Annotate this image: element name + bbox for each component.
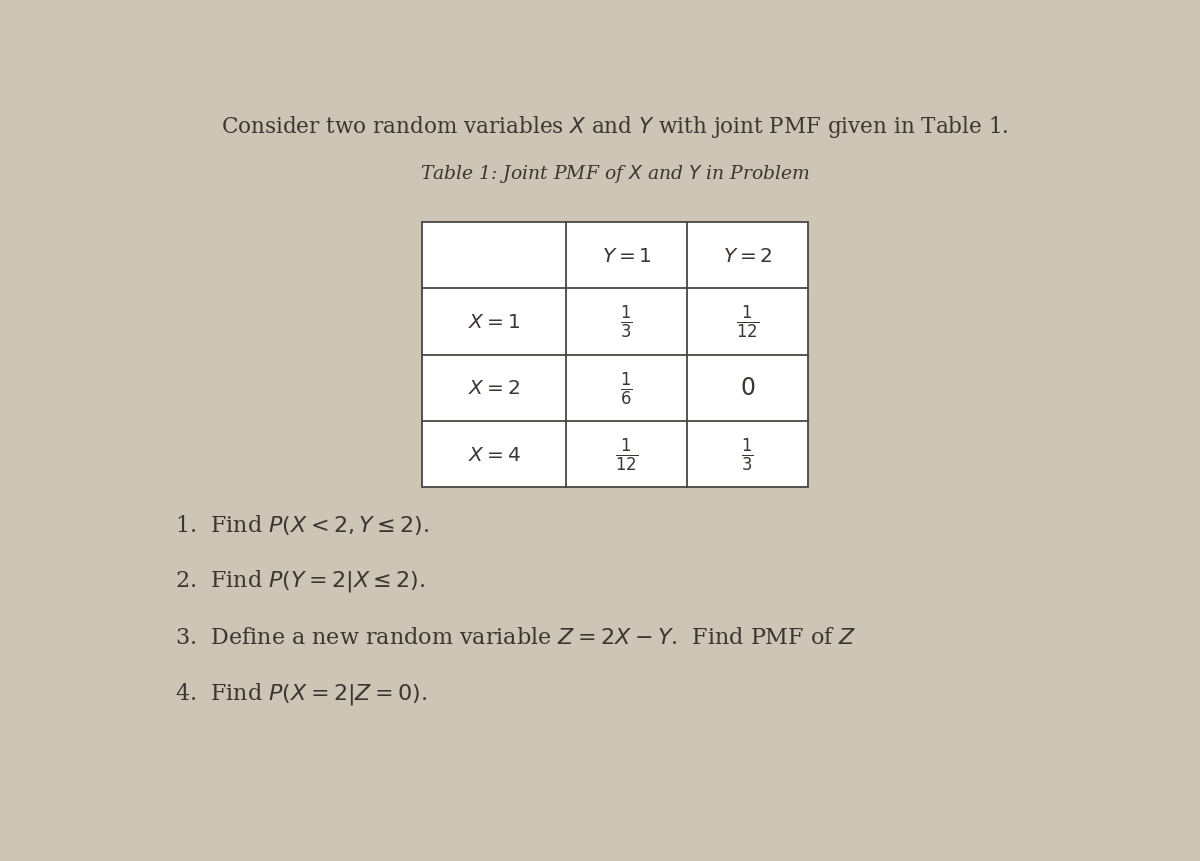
Text: $\frac{1}{12}$: $\frac{1}{12}$ (616, 436, 638, 474)
Text: 3.  Define a new random variable $Z = 2X - Y$.  Find PMF of $Z$: 3. Define a new random variable $Z = 2X … (175, 626, 857, 648)
Text: $X = 2$: $X = 2$ (468, 379, 521, 398)
Text: $X = 4$: $X = 4$ (468, 445, 521, 464)
Text: $\frac{1}{3}$: $\frac{1}{3}$ (620, 303, 632, 341)
Text: $\frac{1}{6}$: $\frac{1}{6}$ (620, 369, 632, 407)
Text: $Y = 2$: $Y = 2$ (722, 246, 773, 265)
Text: Table 1: Joint PMF of $X$ and $Y$ in Problem: Table 1: Joint PMF of $X$ and $Y$ in Pro… (420, 164, 810, 185)
Text: $X = 1$: $X = 1$ (468, 313, 521, 331)
Text: $Y = 1$: $Y = 1$ (601, 246, 652, 265)
FancyBboxPatch shape (422, 223, 808, 488)
Text: Consider two random variables $X$ and $Y$ with joint PMF given in Table 1.: Consider two random variables $X$ and $Y… (221, 114, 1009, 139)
Text: 4.  Find $P(X = 2 | Z = 0)$.: 4. Find $P(X = 2 | Z = 0)$. (175, 680, 427, 706)
Text: 2.  Find $P(Y = 2 | X \leq 2)$.: 2. Find $P(Y = 2 | X \leq 2)$. (175, 567, 426, 593)
Text: $\frac{1}{12}$: $\frac{1}{12}$ (736, 303, 760, 341)
Text: 1.  Find $P(X < 2, Y \leq 2)$.: 1. Find $P(X < 2, Y \leq 2)$. (175, 512, 430, 536)
Text: $\frac{1}{3}$: $\frac{1}{3}$ (742, 436, 754, 474)
Text: $0$: $0$ (740, 377, 755, 400)
